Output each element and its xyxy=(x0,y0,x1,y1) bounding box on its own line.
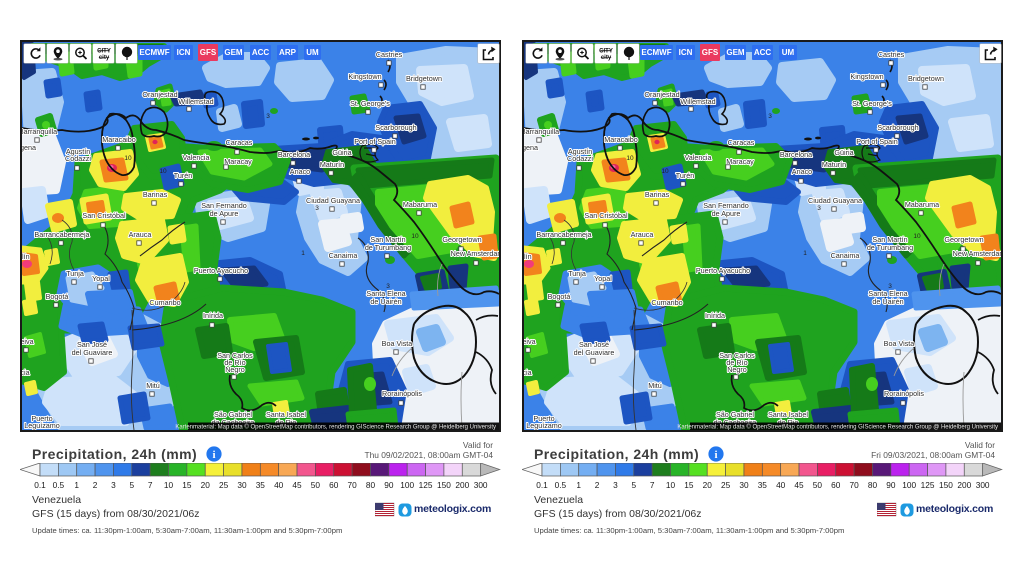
svg-text:70: 70 xyxy=(348,480,358,490)
svg-text:100: 100 xyxy=(902,480,916,490)
svg-text:3: 3 xyxy=(111,480,116,490)
svg-text:3: 3 xyxy=(613,480,618,490)
svg-text:35: 35 xyxy=(758,480,768,490)
svg-text:125: 125 xyxy=(419,480,433,490)
svg-text:5: 5 xyxy=(129,480,134,490)
svg-text:0.1: 0.1 xyxy=(34,480,46,490)
svg-text:0.5: 0.5 xyxy=(555,480,567,490)
svg-text:city: city xyxy=(600,55,611,61)
svg-text:80: 80 xyxy=(366,480,376,490)
svg-text:30: 30 xyxy=(237,480,247,490)
svg-text:35: 35 xyxy=(256,480,266,490)
svg-text:i: i xyxy=(212,449,215,461)
svg-text:300: 300 xyxy=(976,480,990,490)
svg-text:125: 125 xyxy=(921,480,935,490)
svg-text:2: 2 xyxy=(93,480,98,490)
svg-text:80: 80 xyxy=(868,480,878,490)
svg-text:25: 25 xyxy=(219,480,229,490)
svg-text:100: 100 xyxy=(400,480,414,490)
svg-text:70: 70 xyxy=(850,480,860,490)
svg-text:CITY: CITY xyxy=(97,49,111,55)
svg-text:90: 90 xyxy=(384,480,394,490)
svg-text:i: i xyxy=(714,449,717,461)
svg-text:150: 150 xyxy=(939,480,953,490)
svg-text:7: 7 xyxy=(650,480,655,490)
svg-text:10: 10 xyxy=(164,480,174,490)
svg-text:20: 20 xyxy=(703,480,713,490)
svg-text:city: city xyxy=(98,55,109,61)
svg-text:25: 25 xyxy=(721,480,731,490)
svg-text:200: 200 xyxy=(957,480,971,490)
svg-text:CITY: CITY xyxy=(599,49,613,55)
svg-text:20: 20 xyxy=(201,480,211,490)
svg-text:1: 1 xyxy=(74,480,79,490)
svg-text:2: 2 xyxy=(595,480,600,490)
svg-text:50: 50 xyxy=(813,480,823,490)
svg-text:7: 7 xyxy=(148,480,153,490)
svg-text:60: 60 xyxy=(329,480,339,490)
svg-text:30: 30 xyxy=(739,480,749,490)
svg-text:45: 45 xyxy=(292,480,302,490)
svg-text:60: 60 xyxy=(831,480,841,490)
svg-text:45: 45 xyxy=(794,480,804,490)
svg-text:15: 15 xyxy=(182,480,192,490)
svg-text:15: 15 xyxy=(684,480,694,490)
svg-text:1: 1 xyxy=(576,480,581,490)
svg-text:5: 5 xyxy=(631,480,636,490)
svg-text:200: 200 xyxy=(455,480,469,490)
svg-text:0.5: 0.5 xyxy=(53,480,65,490)
svg-text:0.1: 0.1 xyxy=(536,480,548,490)
svg-text:40: 40 xyxy=(274,480,284,490)
svg-text:10: 10 xyxy=(666,480,676,490)
svg-text:90: 90 xyxy=(886,480,896,490)
svg-text:40: 40 xyxy=(776,480,786,490)
svg-text:50: 50 xyxy=(311,480,321,490)
svg-text:150: 150 xyxy=(437,480,451,490)
svg-text:300: 300 xyxy=(474,480,488,490)
